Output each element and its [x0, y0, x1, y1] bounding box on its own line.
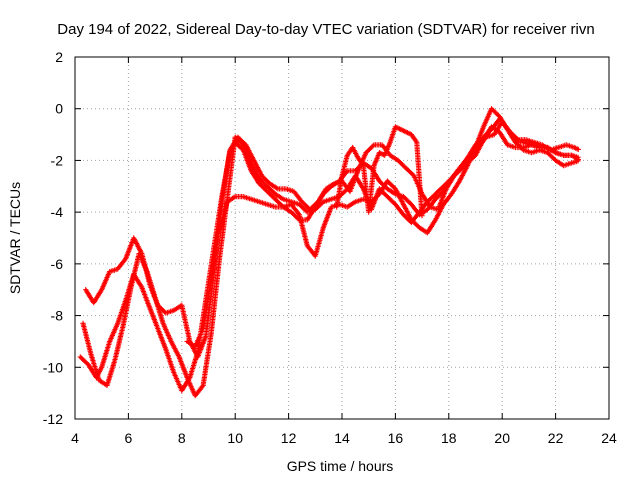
- y-tick-label: -6: [51, 256, 64, 272]
- x-tick-label: 10: [227, 430, 243, 446]
- x-tick-label: 24: [601, 430, 617, 446]
- series-track-1: [77, 124, 581, 394]
- series-track-5: [334, 124, 425, 219]
- chart-title: Day 194 of 2022, Sidereal Day-to-day VTE…: [57, 21, 594, 38]
- x-axis-label: GPS time / hours: [287, 458, 394, 474]
- x-tick-label: 14: [334, 430, 350, 446]
- x-tick-label: 22: [548, 430, 564, 446]
- series-markers: [77, 124, 581, 394]
- x-tick-label: 4: [71, 430, 79, 446]
- y-tick-label: 0: [55, 101, 63, 117]
- y-axis-label: SDTVAR / TECUs: [7, 182, 23, 294]
- y-axis: 2 0 -2 -4 -6 -8 -10 -12: [43, 49, 609, 427]
- y-tick-label: -8: [51, 308, 64, 324]
- y-tick-label: -12: [43, 411, 63, 427]
- x-tick-label: 12: [281, 430, 297, 446]
- x-tick-label: 16: [388, 430, 404, 446]
- data-series: [77, 106, 581, 399]
- series-track-3: [80, 116, 581, 399]
- series-track-2: [83, 119, 581, 360]
- y-tick-label: -4: [51, 204, 64, 220]
- x-tick-label: 6: [125, 430, 133, 446]
- series-markers: [83, 119, 581, 360]
- grid: [75, 57, 609, 419]
- series-markers: [334, 124, 425, 219]
- x-tick-label: 20: [494, 430, 510, 446]
- y-tick-label: -10: [43, 359, 63, 375]
- y-tick-label: -2: [51, 152, 64, 168]
- x-tick-label: 18: [441, 430, 457, 446]
- x-axis: 4 6 8 10 12 14 16 18 20 22 24: [71, 57, 617, 446]
- series-markers: [80, 116, 581, 399]
- series-markers: [184, 106, 581, 350]
- series-track-4: [184, 106, 581, 350]
- y-tick-label: 2: [55, 49, 63, 65]
- x-tick-label: 8: [178, 430, 186, 446]
